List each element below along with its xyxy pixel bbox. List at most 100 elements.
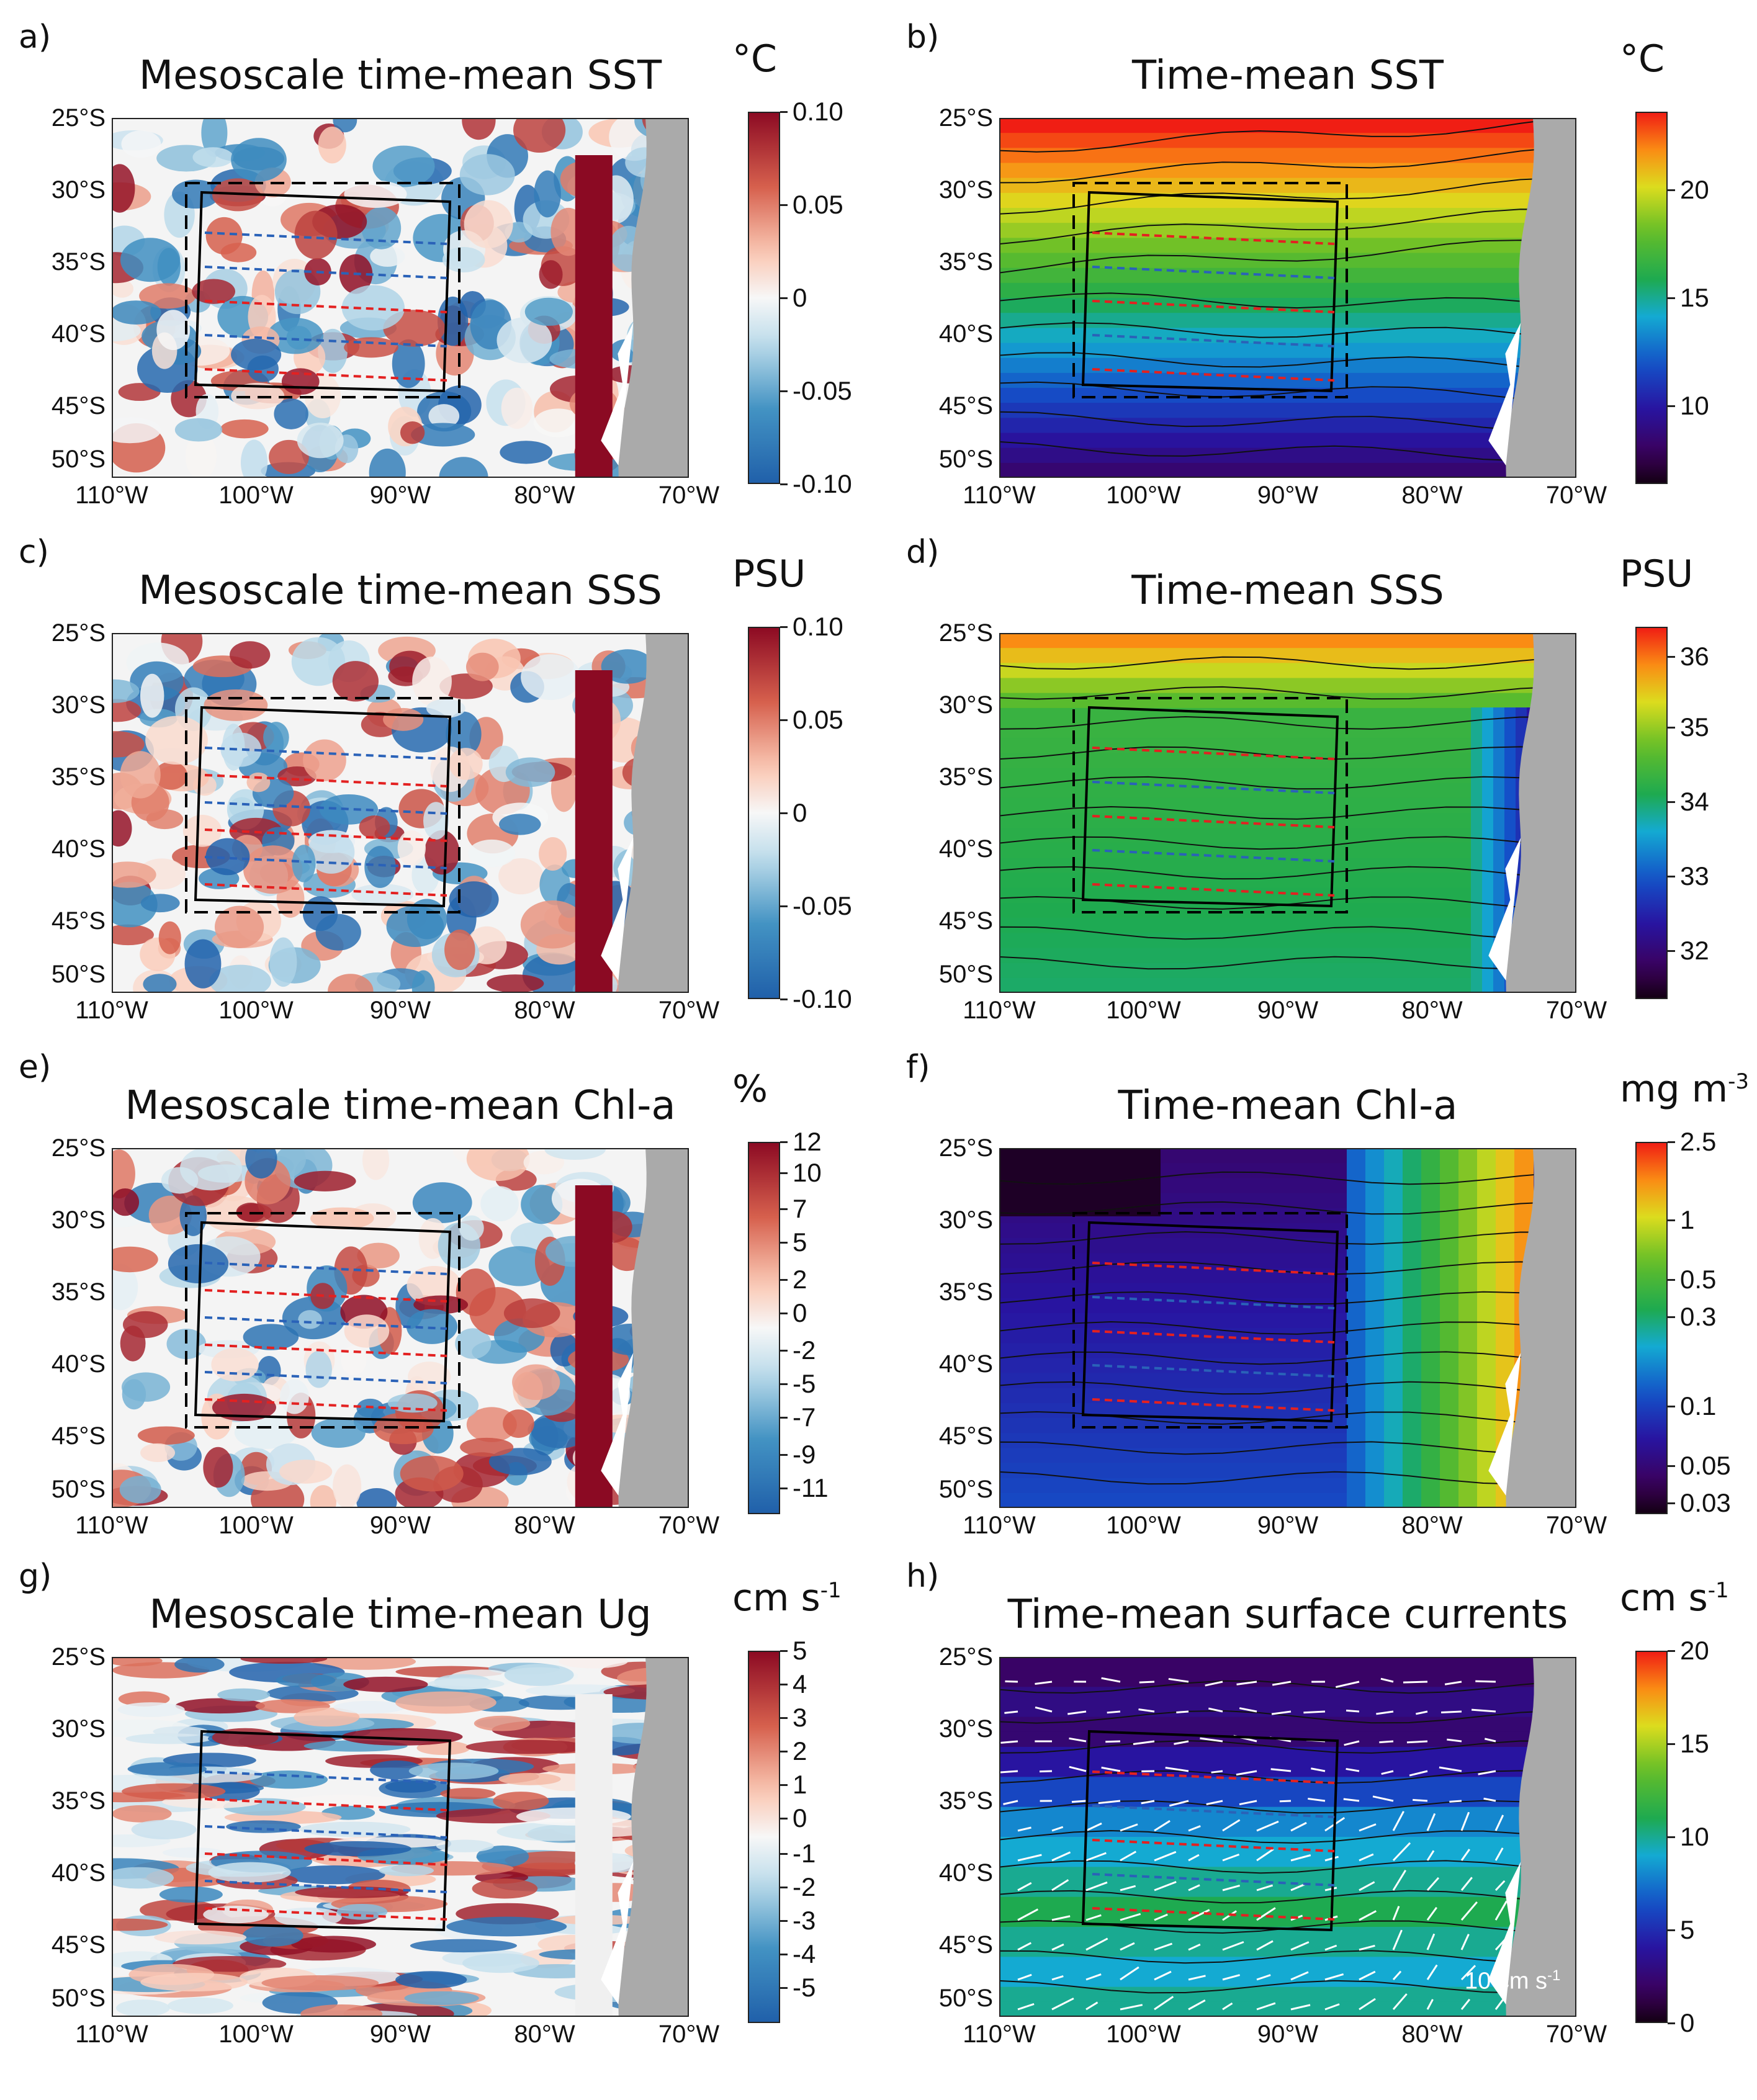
field-band [999, 1716, 1576, 1733]
blue-transect-line [1092, 1873, 1335, 1887]
panel-a: a) Mesoscale time-mean SST °C 25°S 30°S 35°S 4… [0, 0, 869, 509]
anomaly-blob [400, 1455, 464, 1492]
anomaly-blob [468, 839, 516, 868]
colorbar-tick-mark [780, 297, 788, 299]
contour-line [999, 209, 1558, 245]
colorbar-tick-mark [1668, 950, 1675, 952]
current-arrow [1039, 1770, 1053, 1773]
lat-tick-label: 50°S [938, 1476, 993, 1503]
current-arrow [1188, 1944, 1201, 1951]
panel-g: g) Mesoscale time-mean Ug cm s-1 25°S 30°S 35… [0, 1539, 869, 2048]
current-arrow [1154, 1996, 1174, 2011]
anomaly-blob [154, 1930, 247, 1945]
current-arrow [1494, 1815, 1504, 1831]
lon-tick-label: 90°W [369, 997, 431, 1024]
current-arrow [1133, 1740, 1155, 1745]
map-svg [999, 1148, 1576, 1508]
inner-study-box [194, 1221, 452, 1423]
field-band [1471, 707, 1483, 993]
red-transect-line [1092, 300, 1335, 313]
islands [1488, 323, 1521, 465]
panel-label: e) [19, 1049, 52, 1086]
lon-tick-label: 80°W [1401, 2021, 1463, 2048]
anomaly-blob [315, 913, 361, 951]
anomaly-blob [299, 1821, 411, 1837]
anomaly-blob [121, 1372, 171, 1402]
lat-tick-label: 30°S [938, 1206, 993, 1234]
anomaly-blob [504, 1664, 574, 1686]
map-plot [999, 633, 1576, 993]
colorbar-tick-mark [780, 998, 788, 1000]
inner-study-box [194, 1730, 452, 1932]
colorbar [748, 1651, 780, 2023]
current-arrow [1154, 1820, 1171, 1832]
anomaly-blob [121, 130, 161, 158]
panel-label: c) [19, 534, 49, 571]
contour-line [999, 716, 1558, 730]
current-arrow [1120, 1966, 1139, 1981]
islands [1488, 1862, 1521, 2004]
colorbar-tick-label: -0.10 [793, 469, 852, 498]
lon-tick-label: 90°W [1257, 1512, 1319, 1539]
anomaly-blob [462, 118, 496, 140]
current-arrow [1017, 1942, 1032, 1951]
anomaly-blob [423, 802, 449, 840]
map-svg [112, 118, 689, 478]
current-arrow [1279, 1800, 1292, 1803]
blue-transect-line [204, 266, 447, 279]
colorbar-tick-label: 15 [1680, 283, 1709, 312]
current-arrow [1051, 1943, 1064, 1951]
anomaly-blob [361, 207, 402, 249]
anomaly-blob [217, 1688, 271, 1702]
anomaly-blob [310, 1485, 336, 1508]
contour-line [999, 806, 1558, 820]
panel-title: Mesoscale time-mean SST [138, 53, 662, 99]
current-arrow [1460, 1965, 1476, 1981]
inner-study-box [194, 191, 452, 393]
anomaly-blob [112, 319, 141, 342]
current-arrow [1494, 1900, 1508, 1921]
colorbar-tick-mark [1668, 1502, 1675, 1504]
contour-line [999, 441, 1558, 462]
anomaly-blob [404, 1991, 479, 2005]
anomaly-blob [168, 1997, 233, 2014]
contour-line [999, 1890, 1558, 1904]
colorbar-tick-label: 15 [1680, 1729, 1709, 1758]
current-arrow [1290, 2004, 1311, 2011]
anomaly-blob [497, 317, 552, 364]
current-arrow [1343, 1798, 1360, 1802]
colorbar-tick-mark [1668, 1743, 1675, 1745]
field-band [999, 462, 1576, 478]
anomaly-blob [386, 905, 444, 947]
field-band [999, 177, 1576, 194]
colorbar [1635, 1142, 1668, 1514]
lon-tick-label: 100°W [218, 1512, 294, 1539]
current-arrow [1120, 1885, 1136, 1891]
current-arrow [1211, 1770, 1223, 1774]
contour-line [999, 1710, 1558, 1724]
current-arrow [1256, 1907, 1276, 1921]
red-transect-line [1092, 1398, 1335, 1412]
map-field [112, 118, 689, 478]
field-band [999, 1747, 1576, 1763]
anomaly-blob [116, 1999, 170, 2017]
anomaly-blob [364, 846, 396, 888]
inner-study-box [1081, 1730, 1339, 1932]
anomaly-blob [406, 1309, 458, 1344]
field-band [999, 372, 1576, 388]
lon-tick-label: 100°W [1106, 2021, 1181, 2048]
field-band [1477, 1148, 1496, 1508]
outer-study-box [185, 182, 461, 398]
blue-transect-line [204, 1825, 447, 1839]
anomaly-blob [411, 423, 475, 447]
field-band [999, 663, 1576, 679]
anomaly-blob [500, 441, 553, 464]
current-arrow [1188, 1909, 1210, 1921]
colorbar-tick-mark [780, 1751, 788, 1752]
lat-tick-label: 50°S [938, 446, 993, 473]
anomaly-blob [333, 1464, 362, 1508]
map-field [112, 1657, 689, 2017]
red-transect-line [204, 1398, 447, 1412]
field-band [1458, 1148, 1478, 1508]
red-transect-line [204, 1852, 447, 1866]
